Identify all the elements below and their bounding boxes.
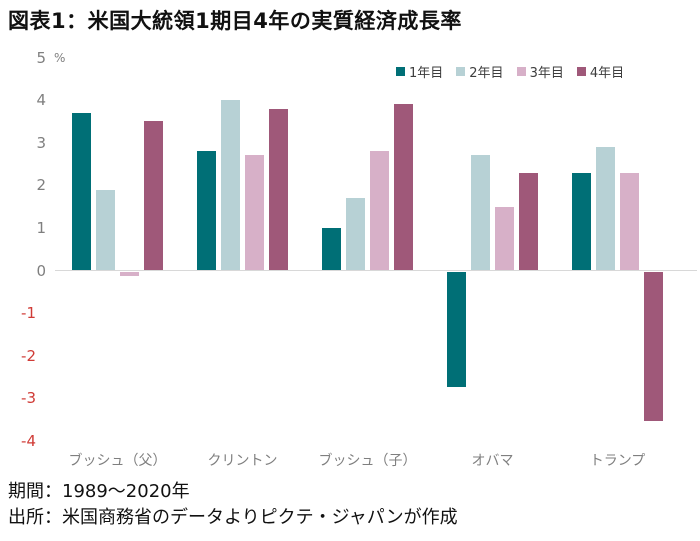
x-label-クリントン: クリントン: [207, 453, 278, 469]
bar-2年目-クリントン: [221, 100, 240, 271]
zero-axis-line: [55, 270, 697, 271]
x-label-ブッシュ（子）: ブッシュ（子）: [318, 453, 417, 469]
legend-item-3年目: 3年目: [516, 62, 564, 81]
bar-1年目-オバマ: [447, 271, 466, 387]
legend-label: 3年目: [529, 66, 564, 81]
legend-label: 2年目: [469, 66, 504, 81]
bar-1年目-トランプ: [572, 172, 591, 271]
bar-3年目-ブッシュ（子）: [370, 151, 389, 271]
y-axis-unit-label: %: [54, 51, 66, 65]
bar-3年目-ブッシュ（父）: [120, 271, 139, 276]
y-tick-1: 1: [36, 218, 46, 237]
bar-2年目-ブッシュ（父）: [96, 189, 115, 271]
legend-item-4年目: 4年目: [576, 62, 625, 81]
y-tick--4: -4: [21, 431, 36, 450]
footer-source: 出所：米国商務省のデータよりピクテ・ジャパンが作成: [8, 507, 458, 528]
legend-label: 4年目: [589, 66, 625, 81]
y-tick--3: -3: [21, 389, 36, 408]
bar-3年目-トランプ: [620, 172, 639, 271]
legend-item-2年目: 2年目: [456, 62, 504, 81]
y-tick--2: -2: [21, 346, 36, 365]
bar-2年目-ブッシュ（子）: [346, 198, 365, 271]
bar-3年目-クリントン: [245, 155, 264, 271]
y-tick-4: 4: [36, 91, 46, 110]
bar-4年目-オバマ: [519, 172, 538, 271]
x-label-オバマ: オバマ: [471, 453, 514, 469]
y-tick-5: 5: [36, 48, 46, 67]
bar-3年目-オバマ: [495, 206, 514, 271]
legend-swatch-icon: [516, 67, 526, 76]
x-label-ブッシュ（父）: ブッシュ（父）: [68, 453, 167, 469]
legend-item-1年目: 1年目: [396, 62, 443, 81]
bar-1年目-クリントン: [197, 151, 216, 271]
bar-2年目-オバマ: [471, 155, 490, 271]
bar-4年目-ブッシュ（子）: [394, 104, 413, 271]
bar-2年目-トランプ: [596, 146, 615, 271]
bar-4年目-ブッシュ（父）: [144, 121, 163, 271]
y-tick-3: 3: [36, 133, 46, 152]
legend-swatch-icon: [456, 67, 466, 76]
legend-swatch-icon: [396, 67, 405, 76]
legend-label: 1年目: [409, 66, 444, 81]
y-tick--1: -1: [21, 304, 36, 323]
bar-4年目-トランプ: [644, 271, 663, 421]
bar-1年目-ブッシュ（子）: [322, 227, 341, 271]
y-tick-0: 0: [36, 261, 46, 280]
legend: 1年目 2年目 3年目 4年目: [396, 62, 624, 81]
y-tick-2: 2: [36, 176, 46, 195]
footer-period: 期間：1989～2020年: [8, 481, 190, 502]
chart-title: 図表1：米国大統領1期目4年の実質経済成長率: [8, 9, 462, 33]
bar-4年目-クリントン: [269, 108, 288, 271]
legend-swatch-icon: [576, 67, 586, 76]
x-label-トランプ: トランプ: [589, 453, 646, 469]
bar-1年目-ブッシュ（父）: [72, 112, 91, 271]
